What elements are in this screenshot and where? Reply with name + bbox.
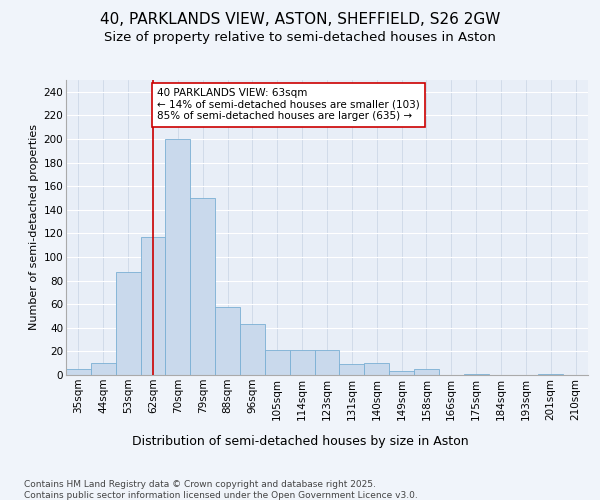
Bar [91, 363, 116, 375]
Bar [389, 372, 414, 375]
Bar [265, 350, 290, 375]
Bar [464, 374, 488, 375]
Bar [166, 139, 190, 375]
Text: Distribution of semi-detached houses by size in Aston: Distribution of semi-detached houses by … [131, 435, 469, 448]
Bar [340, 364, 364, 375]
Bar [364, 363, 389, 375]
Bar [290, 350, 314, 375]
Text: Contains HM Land Registry data © Crown copyright and database right 2025.
Contai: Contains HM Land Registry data © Crown c… [24, 480, 418, 500]
Bar [538, 374, 563, 375]
Bar [240, 324, 265, 375]
Bar [140, 237, 166, 375]
Bar [414, 369, 439, 375]
Bar [215, 306, 240, 375]
Bar [314, 350, 340, 375]
Bar [116, 272, 140, 375]
Bar [190, 198, 215, 375]
Text: Size of property relative to semi-detached houses in Aston: Size of property relative to semi-detach… [104, 31, 496, 44]
Text: 40 PARKLANDS VIEW: 63sqm
← 14% of semi-detached houses are smaller (103)
85% of : 40 PARKLANDS VIEW: 63sqm ← 14% of semi-d… [157, 88, 419, 122]
Text: 40, PARKLANDS VIEW, ASTON, SHEFFIELD, S26 2GW: 40, PARKLANDS VIEW, ASTON, SHEFFIELD, S2… [100, 12, 500, 28]
Bar [66, 369, 91, 375]
Y-axis label: Number of semi-detached properties: Number of semi-detached properties [29, 124, 40, 330]
